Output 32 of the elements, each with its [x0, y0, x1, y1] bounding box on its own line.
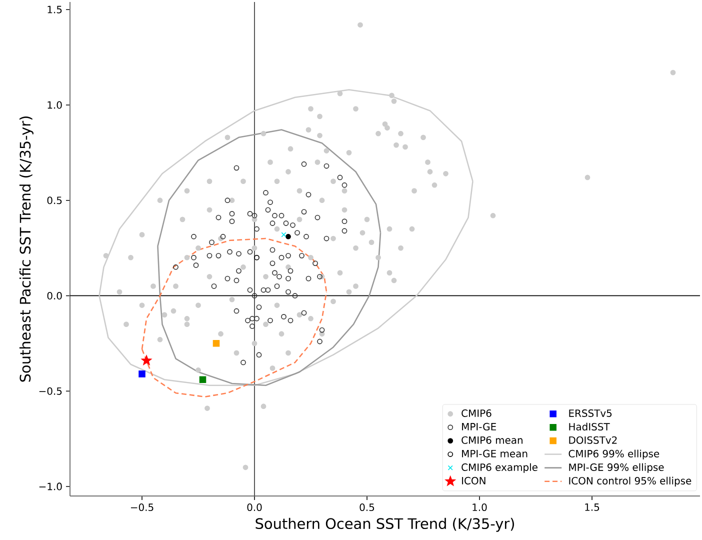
legend-label: ERSSTv5 — [569, 409, 612, 417]
legend-label: DOISSTv2 — [569, 436, 617, 444]
y-tick-label: 1.0 — [48, 101, 62, 109]
legend-label: MPI-GE 99% ellipse — [569, 463, 664, 473]
legend-label: CMIP6 99% ellipse — [568, 450, 660, 460]
x-tick-label: 0.0 — [247, 503, 262, 512]
y-tick-label: 0.0 — [47, 292, 62, 300]
y-tick-label: −1.0 — [39, 482, 62, 490]
x-tick-label: −0.5 — [130, 503, 154, 512]
x-axis-title: Southern Ocean SST Trend (K/35-yr) — [256, 518, 514, 532]
legend-label: CMIP6 — [462, 409, 492, 417]
legend-label: HadISST — [569, 422, 610, 431]
point — [141, 355, 152, 366]
legend-label: ICON — [462, 476, 486, 484]
y-tick-label: 0.5 — [47, 196, 62, 204]
y-tick-label: 1.5 — [48, 6, 62, 14]
point — [212, 340, 220, 347]
x-tick-label: 0.5 — [360, 503, 374, 512]
y-tick-label: −0.5 — [39, 387, 62, 395]
point — [199, 376, 206, 384]
legend-label: CMIP6 mean — [462, 436, 522, 444]
x-tick-label: 1.5 — [585, 504, 600, 511]
point — [254, 254, 260, 260]
x-tick-label: 1.0 — [472, 503, 487, 512]
legend-label: ICON control 95% ellipse — [569, 476, 692, 486]
point — [286, 234, 291, 240]
point — [281, 232, 286, 238]
point — [138, 370, 146, 378]
legend-label: CMIP6 example — [462, 463, 538, 473]
legend-label: MPI-GE — [462, 422, 496, 430]
y-axis-title: Southeast Pacific SST Trend (K/35-yr) — [19, 116, 34, 382]
legend-label: MPI-GE mean — [462, 450, 528, 458]
